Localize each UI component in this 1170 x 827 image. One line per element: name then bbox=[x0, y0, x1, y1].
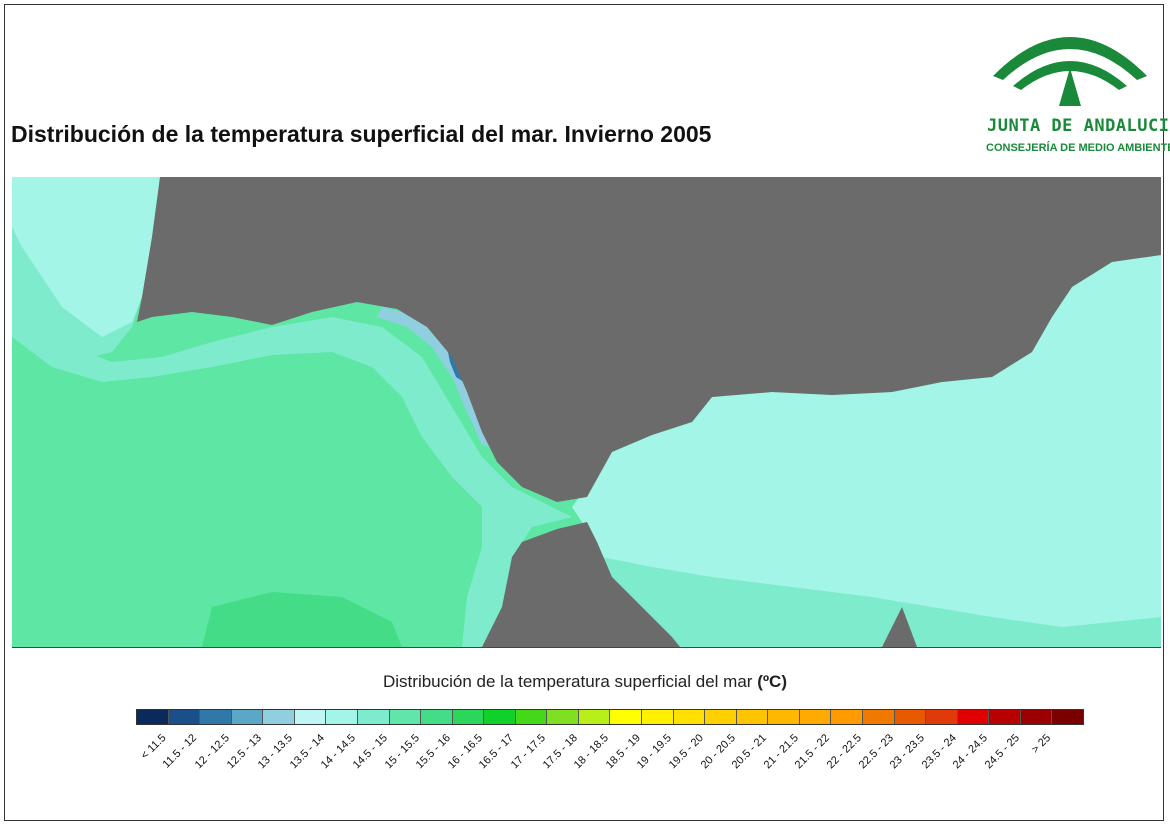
logo-arc-outer bbox=[993, 37, 1147, 80]
legend-label: 12 - 12.5 bbox=[192, 732, 232, 772]
legend-swatch bbox=[168, 710, 201, 724]
legend-swatch bbox=[200, 710, 232, 724]
legend-swatch bbox=[578, 710, 611, 724]
legend-swatch bbox=[1020, 710, 1053, 724]
legend-swatch bbox=[137, 710, 169, 724]
legend-label: 19.5 - 20 bbox=[666, 732, 706, 772]
land-iberia bbox=[137, 177, 1161, 502]
legend-label: > 25 bbox=[1028, 732, 1053, 756]
sea-temperature-map bbox=[12, 177, 1161, 648]
land-africa-east bbox=[882, 607, 917, 647]
legend-labels: < 11.5 11.5 - 12 12 - 12.5 12.5 - 13 13 - 13… bbox=[136, 730, 1084, 800]
legend-swatch bbox=[484, 710, 516, 724]
legend-swatch bbox=[294, 710, 327, 724]
land-africa bbox=[482, 522, 680, 647]
legend-swatch bbox=[862, 710, 895, 724]
page-title: Distribución de la temperatura superfici… bbox=[11, 121, 712, 147]
legend-swatch bbox=[610, 710, 642, 724]
legend-color-bar bbox=[136, 709, 1084, 725]
legend-swatch bbox=[831, 710, 863, 724]
sea-mediterranean-south-band bbox=[602, 557, 1161, 647]
legend-swatch bbox=[263, 710, 295, 724]
legend-swatch bbox=[515, 710, 548, 724]
legend-swatch bbox=[894, 710, 927, 724]
legend-swatch bbox=[768, 710, 800, 724]
legend-swatch bbox=[326, 710, 358, 724]
legend-label: 14.5 - 15 bbox=[350, 732, 390, 772]
legend-swatch bbox=[547, 710, 579, 724]
legend-swatch bbox=[705, 710, 737, 724]
logo-line1: JUNTA DE ANDALUCIA bbox=[987, 116, 1170, 136]
legend-unit: (ºC) bbox=[757, 672, 787, 691]
junta-andalucia-logo bbox=[993, 37, 1147, 106]
legend-title-text: Distribución de la temperatura superfici… bbox=[383, 672, 753, 691]
legend-swatch bbox=[673, 710, 706, 724]
legend-swatch bbox=[736, 710, 769, 724]
logo-arc-inner bbox=[1013, 61, 1127, 90]
legend-swatch bbox=[926, 710, 958, 724]
logo-triangle bbox=[1059, 68, 1081, 106]
legend-label: 22 - 22.5 bbox=[824, 732, 864, 772]
legend-title: Distribución de la temperatura superfici… bbox=[0, 672, 1170, 692]
legend-label: 17 - 17.5 bbox=[508, 732, 548, 772]
logo-line2: CONSEJERÍA DE MEDIO AMBIENTE bbox=[986, 142, 1170, 154]
legend-swatch bbox=[642, 710, 674, 724]
sea-atlantic-warm-patch bbox=[202, 592, 402, 647]
legend-swatch bbox=[421, 710, 453, 724]
legend-swatch bbox=[1052, 710, 1083, 724]
legend-swatch bbox=[231, 710, 264, 724]
legend-label: 24.5 - 25 bbox=[982, 732, 1022, 772]
legend-swatch bbox=[452, 710, 485, 724]
sea-mediterranean bbox=[572, 255, 1161, 647]
sea-atlantic-north-strip bbox=[12, 177, 160, 337]
legend-swatch bbox=[989, 710, 1021, 724]
legend-swatch bbox=[957, 710, 990, 724]
legend-swatch bbox=[357, 710, 390, 724]
legend-swatch bbox=[389, 710, 422, 724]
legend-swatch bbox=[799, 710, 832, 724]
